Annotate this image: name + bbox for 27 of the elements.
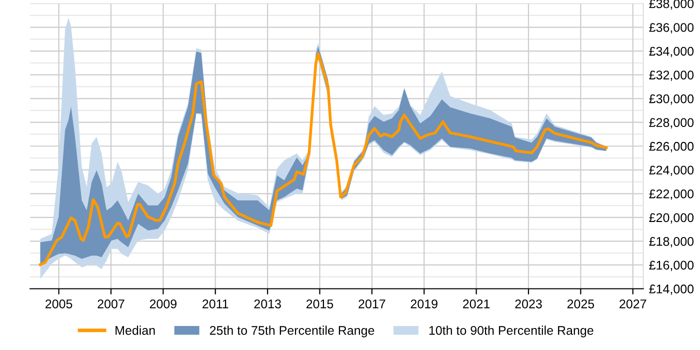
y-tick-label: £22,000 [649,189,694,200]
legend-label: 10th to 90th Percentile Range [429,326,594,338]
y-tick-label: £26,000 [649,142,694,152]
x-tick-label: 2027 [620,299,646,308]
x-tick-label: 2023 [515,299,542,308]
y-tick-label: £24,000 [649,166,694,176]
y-tick-label: £34,000 [649,46,694,58]
x-tick-label: 2013 [254,299,281,308]
y-tick-label: £14,000 [649,284,694,295]
y-tick-label: £18,000 [649,237,694,248]
x-tick-label: 2011 [202,299,228,308]
y-tick-label: £16,000 [649,260,694,272]
x-tick-label: 2021 [463,299,490,308]
legend-label: 25th to 75th Percentile Range [210,326,374,338]
y-tick-label: £20,000 [649,213,694,224]
y-tick-label: £32,000 [649,70,694,81]
x-tick-label: 2005 [46,299,72,308]
legend-label: Median [116,326,155,335]
x-tick-label: 2015 [306,299,334,308]
y-tick-label: £36,000 [649,23,694,34]
x-tick-label: 2017 [358,299,386,308]
x-tick-label: 2009 [150,299,176,308]
y-tick-label: £28,000 [649,118,694,128]
x-tick-label: 2019 [410,299,438,308]
y-tick-label: £30,000 [649,94,694,105]
x-tick-label: 2007 [98,299,124,308]
x-tick-label: 2025 [567,299,594,308]
